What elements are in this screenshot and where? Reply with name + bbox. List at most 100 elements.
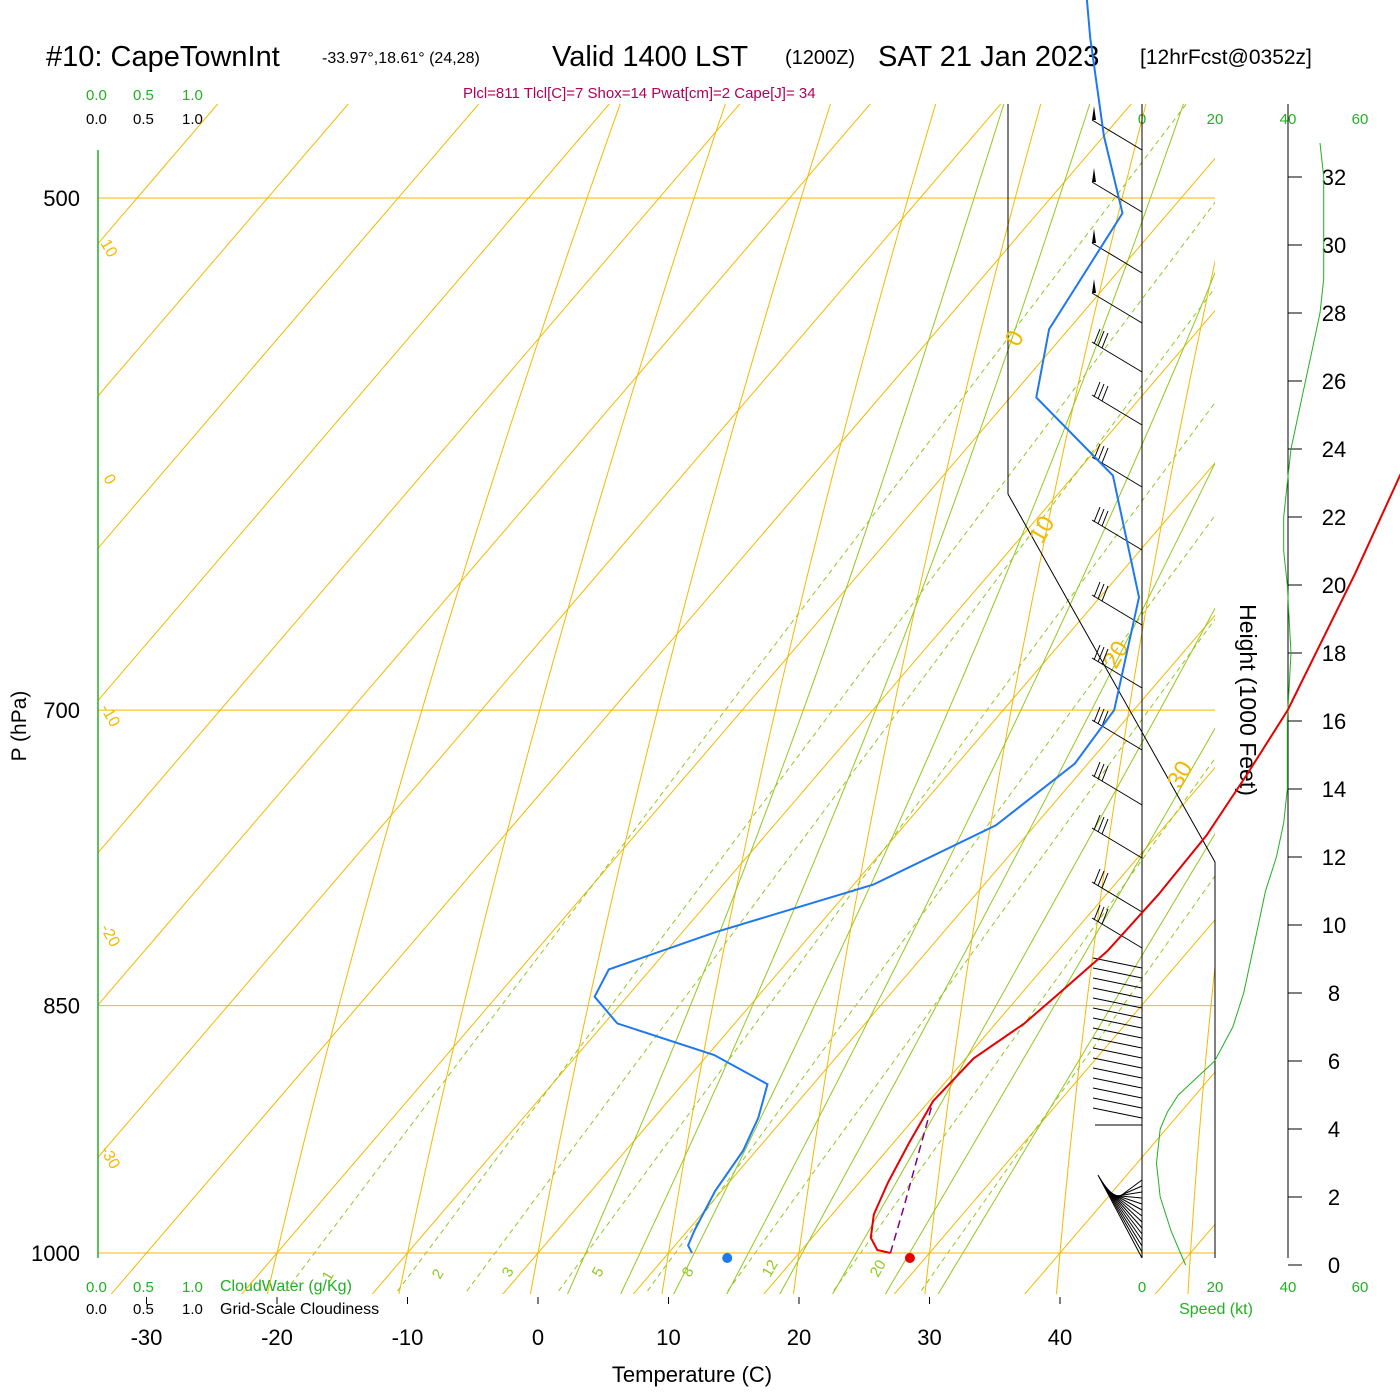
wind-barb-feather (1093, 506, 1101, 523)
pressure-tick-label: 700 (43, 698, 80, 723)
wind-barb-stem (1091, 292, 1143, 324)
zulu-time: (1200Z) (785, 47, 855, 69)
wind-barb-feather (1101, 385, 1109, 402)
cloudiness-scale-bottom-1: 1.0 (182, 1301, 203, 1318)
isotherm (893, 919, 1215, 1294)
wind-barb-feather (1101, 510, 1109, 527)
wind-barb-stem (1092, 1037, 1143, 1049)
speed-tick-bottom-20: 20 (1207, 1279, 1224, 1296)
sounding-traces (593, 0, 1400, 1263)
speed-scale-top: 0 20 40 60 (1138, 111, 1369, 128)
speed-tick-bottom-0: 0 (1138, 1279, 1146, 1296)
cloudwater-scale-bottom-0: 0.0 (86, 1279, 107, 1296)
height-tick-label: 30 (1322, 233, 1346, 258)
wind-barb-feather (1093, 814, 1101, 831)
wind-barb-stem (1091, 827, 1143, 859)
wind-barb-feather (1093, 761, 1101, 778)
temperature-tick-label: 0 (532, 1325, 544, 1350)
dry-adiabat (924, 104, 1147, 1294)
wind-barb-feather (1093, 328, 1101, 345)
mixing-ratio-line (282, 104, 1187, 1294)
wind-barb-stem (1111, 1191, 1143, 1198)
wind-barb (1091, 443, 1143, 488)
mixing-ratio-line (830, 757, 1215, 1294)
wind-barb (1091, 328, 1143, 373)
wind-barb-stem (1091, 657, 1143, 689)
height-tick-label: 28 (1322, 301, 1346, 326)
wind-barb-pennant (1092, 168, 1096, 182)
cloudiness-label: Grid-Scale Cloudiness (220, 1301, 379, 1318)
cloudiness-scale-bottom-0: 0.0 (86, 1301, 107, 1318)
wind-barb-feather (1097, 646, 1105, 663)
mixing-ratio-line (724, 618, 1215, 1294)
temperature-tick-label: 30 (917, 1325, 941, 1350)
wind-barb-feather (1101, 765, 1109, 782)
pressure-tick-label: 850 (43, 994, 80, 1019)
mixing-ratio-label: 20 (867, 1257, 890, 1280)
height-tick-label: 16 (1322, 709, 1346, 734)
wind-barb-stem (1097, 1174, 1143, 1259)
height-tick-label: 24 (1322, 437, 1346, 462)
speed-scale-bottom: 0 20 40 60 Speed (kt) (1138, 1279, 1369, 1318)
isotherm-label: 30 (1162, 756, 1199, 793)
wind-barb-stem (1092, 1007, 1143, 1019)
wind-barb-feather (1101, 447, 1109, 464)
speed-label: Speed (kt) (1179, 1301, 1253, 1318)
isotherm (98, 104, 349, 397)
wind-barb-stem (1091, 394, 1143, 426)
cloudiness-scale-bottom-05: 0.5 (133, 1301, 154, 1318)
isobars (98, 197, 1215, 1254)
temperature-axis: -30 -20 -10 0 10 20 30 40 (131, 1297, 1072, 1350)
dry-adiabat (661, 104, 937, 1294)
height-tick-label: 4 (1328, 1117, 1340, 1142)
wind-barb-stem (1092, 987, 1143, 999)
wind-barb-feather (1093, 868, 1101, 885)
cloudwater-scale-05: 0.5 (133, 87, 154, 104)
wind-barb-stem (1109, 1194, 1143, 1199)
cloudiness-scale-05: 0.5 (133, 111, 154, 128)
dry-adiabat (529, 104, 831, 1294)
valid-date: SAT 21 Jan 2023 (878, 41, 1099, 73)
wind-barb-stem (1112, 1185, 1143, 1200)
speed-tick-top-60: 60 (1352, 111, 1369, 128)
height-tick-label: 18 (1322, 641, 1346, 666)
wind-barb-stem (1092, 967, 1143, 979)
wind-barb-pennant (1092, 229, 1096, 243)
wind-barb-feather (1097, 330, 1105, 347)
temperature-tick-label: -10 (392, 1325, 424, 1350)
wind-speed-line (1155, 142, 1325, 1266)
wind-barb-stem (1091, 881, 1143, 913)
cloudiness-scale-1: 1.0 (182, 111, 203, 128)
isotherms (0, 0, 1215, 1327)
wind-barb-stem (1092, 977, 1143, 989)
dry-adiabat (1187, 962, 1215, 1294)
wind-barb (1091, 506, 1143, 551)
wind-barb-feather (1093, 644, 1101, 661)
isotherm-label: -30 (97, 1144, 123, 1173)
moist-adiabat (726, 271, 1215, 1294)
height-tick-label: 8 (1328, 981, 1340, 1006)
moist-adiabat (779, 462, 1215, 1294)
wind-barb-feather (1101, 648, 1109, 665)
wind-barb-stem (1092, 1097, 1143, 1109)
wind-barb-stem (1091, 917, 1143, 949)
isotherm (0, 0, 964, 1327)
cloudwater-label: CloudWater (g/Kg) (220, 1278, 352, 1295)
mixing-ratio-label: 5 (589, 1264, 608, 1280)
mixing-ratio-line (918, 875, 1215, 1294)
isotherm (98, 104, 480, 549)
isotherm-label: -10 (97, 702, 123, 731)
cloud-scale-bottom-black: 0.0 0.5 1.0 Grid-Scale Cloudiness (86, 1301, 379, 1318)
wind-barb-stem (1092, 1087, 1143, 1099)
height-tick-label: 26 (1322, 369, 1346, 394)
height-tick-label: 2 (1328, 1185, 1340, 1210)
wind-barb-feather (1101, 585, 1109, 602)
isotherm (502, 462, 1215, 1294)
isotherm (0, 0, 833, 1327)
wind-barb-feather (1101, 818, 1109, 835)
isotherm-label: -20 (97, 922, 123, 951)
wind-barb-stem (1092, 1047, 1143, 1059)
wind-barb-stem (1108, 1192, 1143, 1205)
pressure-tick-label: 1000 (31, 1241, 80, 1266)
